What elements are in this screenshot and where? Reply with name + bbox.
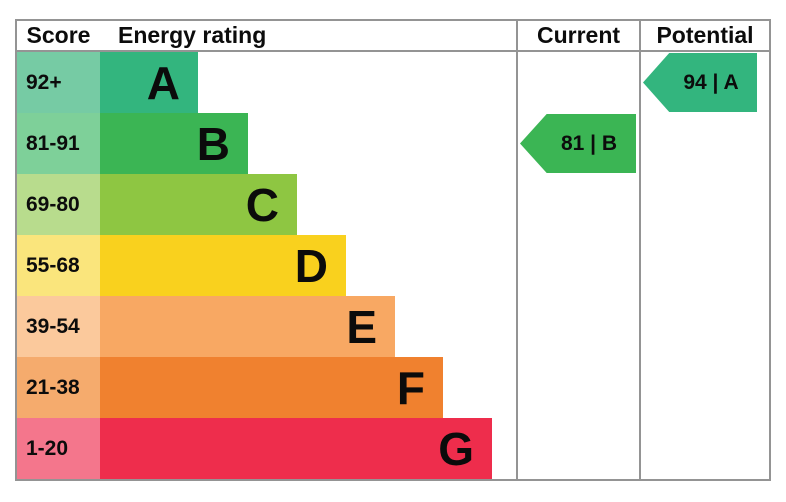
rating-bar: E: [100, 296, 395, 357]
rating-letter: G: [438, 422, 474, 475]
band-row: 81-91 B: [17, 113, 516, 174]
band-row: 21-38 F: [17, 357, 516, 418]
rating-letter: A: [146, 56, 180, 109]
current-rating-arrow: 81 | B: [520, 114, 636, 173]
score-range: 92+: [17, 52, 100, 113]
band-row: 69-80 C: [17, 174, 516, 235]
rating-letter: E: [346, 300, 377, 353]
band-row: 55-68 D: [17, 235, 516, 296]
band-row: 1-20 G: [17, 418, 516, 479]
rating-letter: F: [396, 361, 425, 414]
current-rating-label: 81 | B: [560, 131, 618, 155]
energy-rating-header: Energy rating: [118, 22, 267, 48]
potential-header: Potential: [656, 22, 754, 48]
score-header: Score: [26, 22, 91, 48]
current-column-divider: [516, 21, 518, 479]
rating-letter: B: [196, 117, 230, 170]
rating-bar: C: [100, 174, 297, 235]
rating-letter: C: [245, 178, 279, 231]
score-range: 81-91: [17, 113, 100, 174]
score-range: 1-20: [17, 418, 100, 479]
band-rows: 92+ A 81-91 B 69-80 C 55-68 D 39-54 E 21…: [17, 52, 516, 479]
score-range: 69-80: [17, 174, 100, 235]
chart-frame: Score Energy rating Current Potential 92…: [15, 19, 771, 481]
band-row: 39-54 E: [17, 296, 516, 357]
score-range: 55-68: [17, 235, 100, 296]
header-row: Score Energy rating Current Potential: [17, 21, 769, 52]
rating-letter: D: [294, 239, 328, 292]
rating-bar: G: [100, 418, 492, 479]
score-range: 39-54: [17, 296, 100, 357]
rating-bar: A: [100, 52, 198, 113]
current-header: Current: [536, 22, 621, 48]
band-row: 92+ A: [17, 52, 516, 113]
potential-rating-arrow: 94 | A: [643, 53, 757, 112]
score-range: 21-38: [17, 357, 100, 418]
rating-bar: B: [100, 113, 248, 174]
potential-rating-label: 94 | A: [683, 70, 739, 94]
potential-column-divider: [639, 21, 641, 479]
rating-bar: D: [100, 235, 346, 296]
rating-bar: F: [100, 357, 443, 418]
